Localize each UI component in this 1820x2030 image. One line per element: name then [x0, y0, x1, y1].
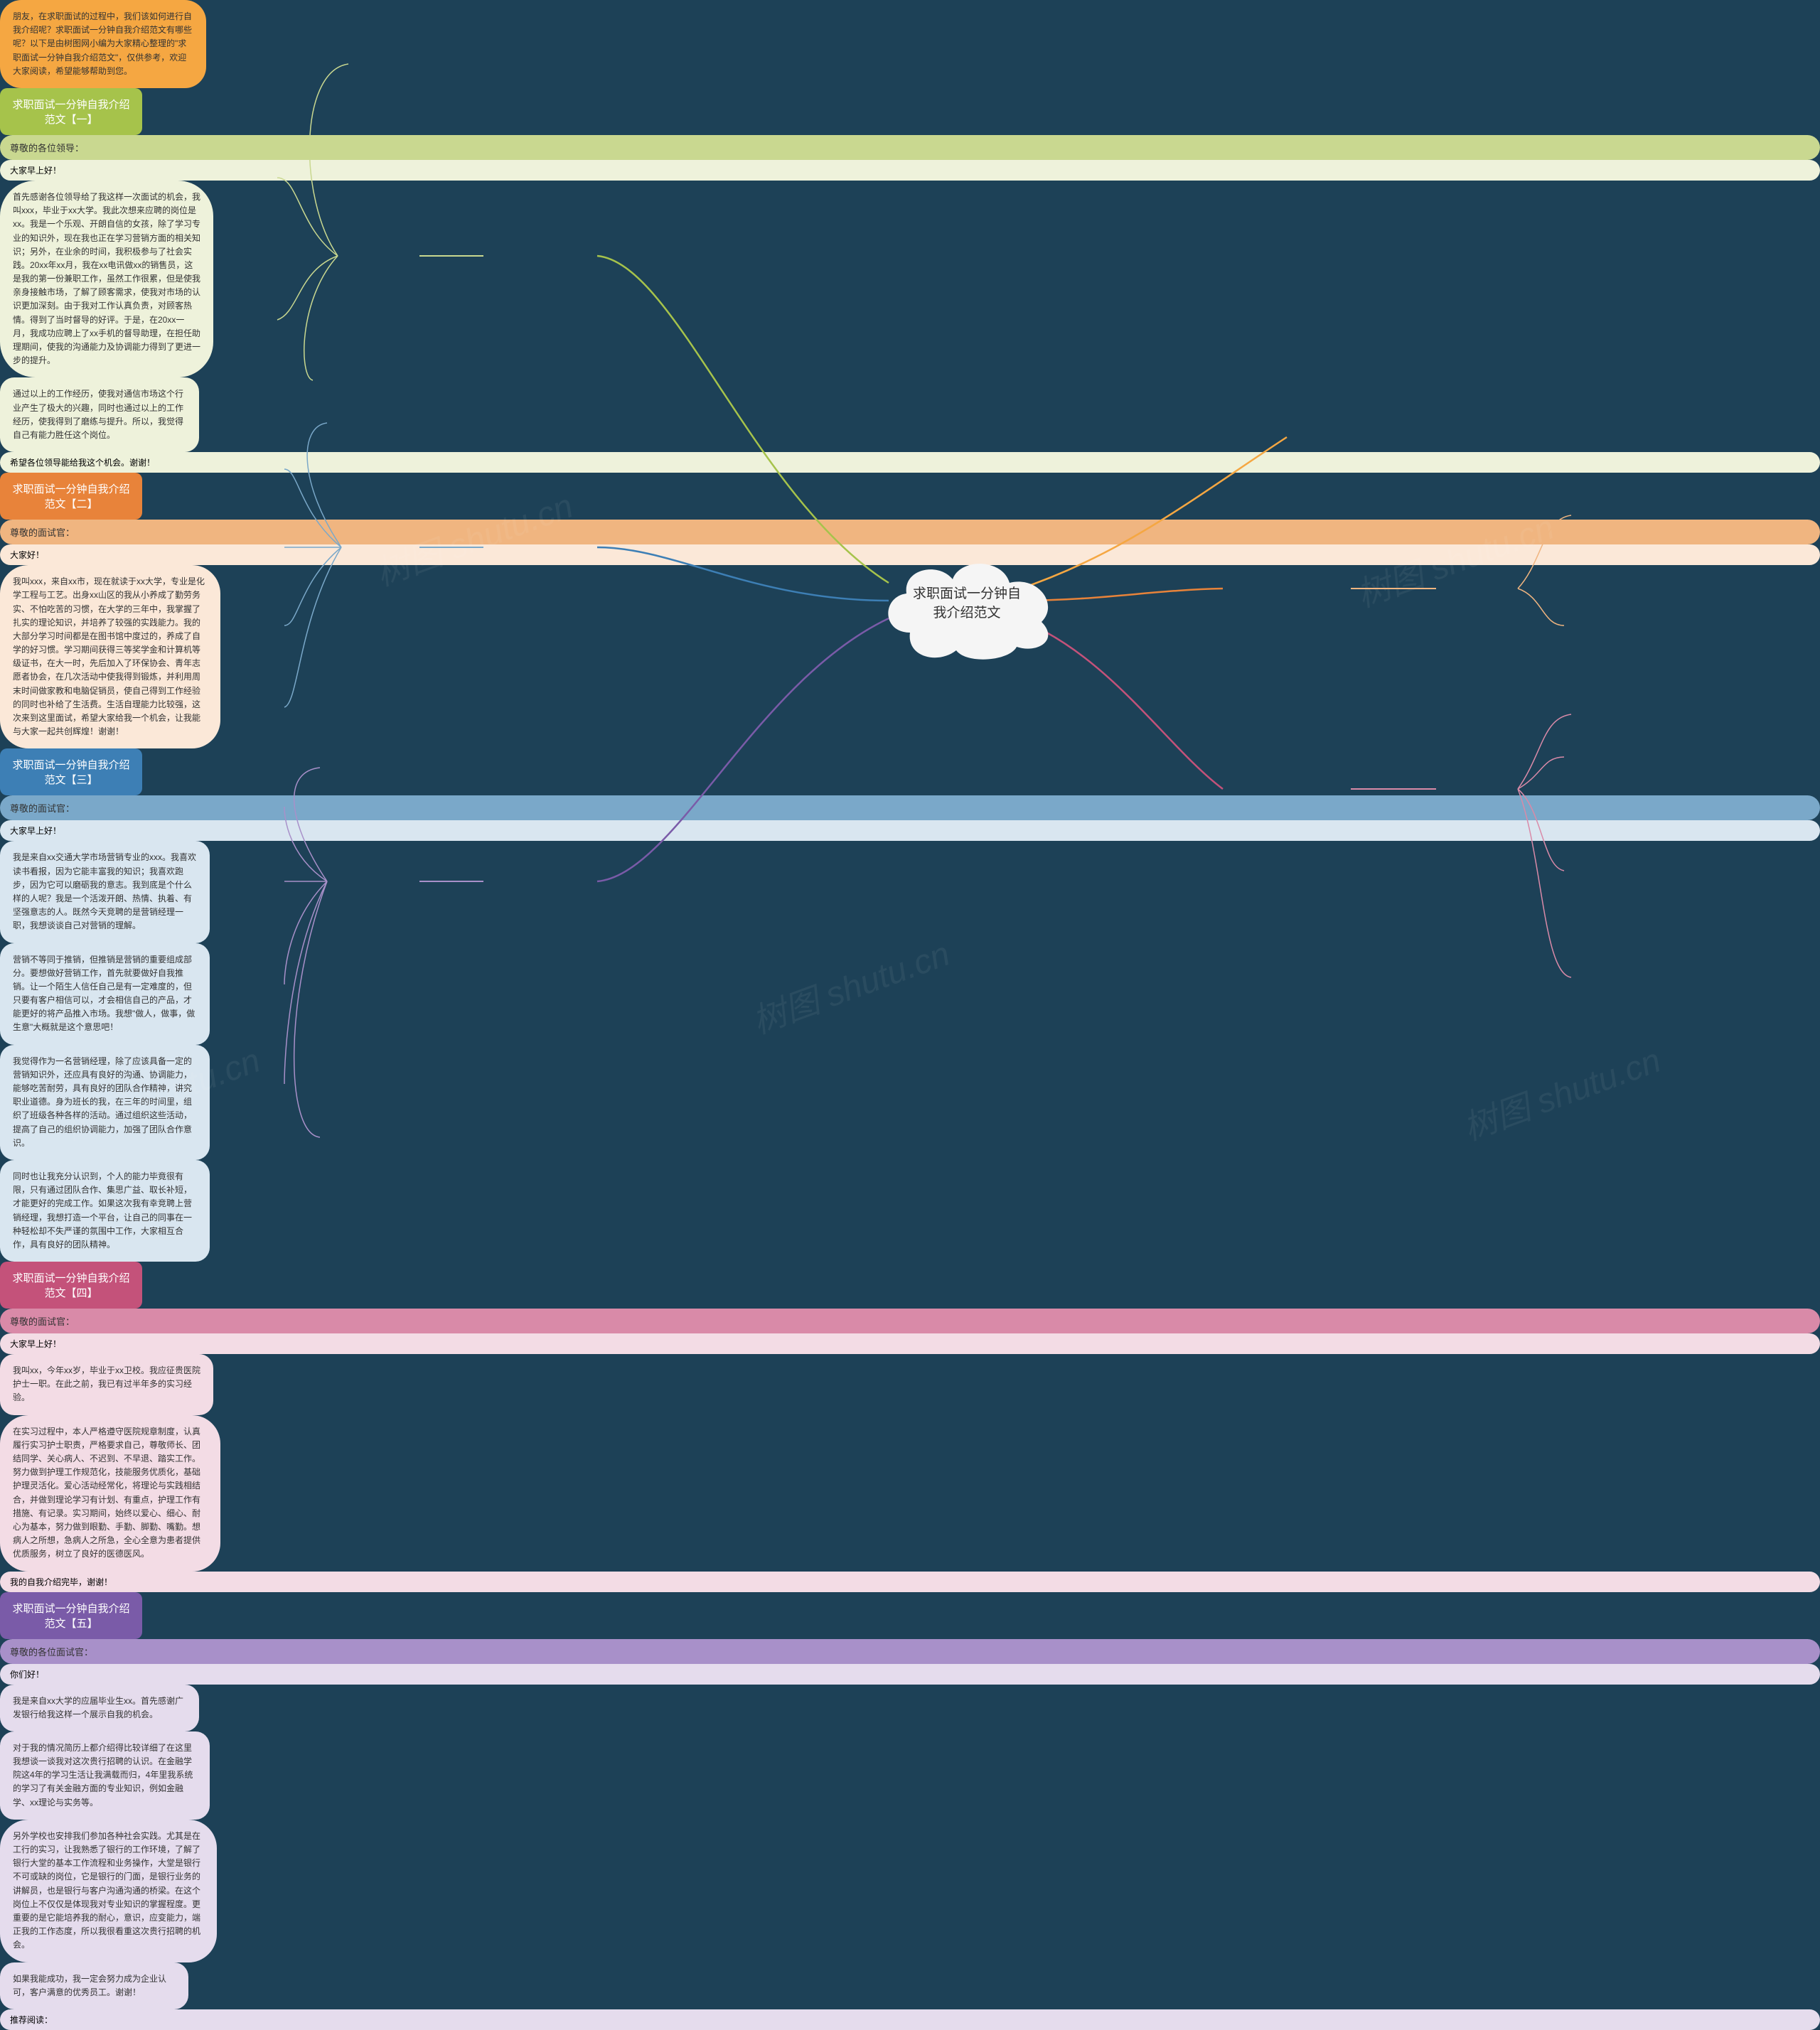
- b3-leaf-0: 大家早上好！: [0, 820, 1820, 841]
- b1-leaf-3: 希望各位领导能给我这个机会。谢谢！: [0, 452, 1820, 473]
- b3-leaf-1: 我是来自xx交通大学市场营销专业的xxx。我喜欢读书看报，因为它能丰富我的知识；…: [0, 841, 210, 942]
- center-node: 求职面试一分钟自我介绍范文: [889, 558, 1045, 650]
- b1-leaf-2: 通过以上的工作经历，使我对通信市场这个行业产生了极大的兴趣，同时也通过以上的工作…: [0, 377, 199, 452]
- b4-leaf-2: 在实习过程中，本人严格遵守医院规章制度，认真履行实习护士职责，严格要求自己，尊敬…: [0, 1415, 220, 1572]
- b5-leaf-0: 你们好！: [0, 1664, 1820, 1685]
- b4-leaf-0: 大家早上好！: [0, 1333, 1820, 1354]
- b5-leaf-1: 我是来自xx大学的应届毕业生xx。首先感谢广发银行给我这样一个展示自我的机会。: [0, 1685, 199, 1731]
- b3-leaf-2: 营销不等同于推销，但推销是营销的重要组成部分。要想做好营销工作，首先就要做好自我…: [0, 943, 210, 1045]
- branch-1-sublabel: 尊敬的各位领导：: [0, 135, 1820, 160]
- b2-leaf-1: 我叫xxx，来自xx市，现在就读于xx大学，专业是化学工程与工艺。出身xx山区的…: [0, 565, 220, 748]
- watermark: 树图 shutu.cn: [1455, 1032, 1666, 1149]
- branch-2-title: 求职面试一分钟自我介绍范文【二】: [0, 473, 142, 520]
- branch-4-sublabel: 尊敬的面试官：: [0, 1309, 1820, 1333]
- b5-leaf-2: 对于我的情况简历上都介绍得比较详细了在这里我想谈一谈我对这次贵行招聘的认识。在金…: [0, 1731, 210, 1820]
- center-title: 求职面试一分钟自我介绍范文: [906, 585, 1027, 623]
- b5-leaf-3: 另外学校也安排我们参加各种社会实践。尤其是在工行的实习，让我熟悉了银行的工作环境…: [0, 1820, 217, 1962]
- branch-5-title: 求职面试一分钟自我介绍范文【五】: [0, 1592, 142, 1639]
- b1-leaf-1: 首先感谢各位领导给了我这样一次面试的机会，我叫xxx，毕业于xx大学。我此次想来…: [0, 181, 213, 377]
- branch-1-title: 求职面试一分钟自我介绍范文【一】: [0, 88, 142, 135]
- b1-leaf-0: 大家早上好！: [0, 160, 1820, 181]
- watermark: 树图 shutu.cn: [744, 925, 956, 1043]
- branch-3-title: 求职面试一分钟自我介绍范文【三】: [0, 748, 142, 795]
- b4-leaf-1: 我叫xx，今年xx岁，毕业于xx卫校。我应征贵医院护士一职。在此之前，我已有过半…: [0, 1354, 213, 1415]
- b5-leaf-4: 如果我能成功，我一定会努力成为企业认可，客户满意的优秀员工。谢谢！: [0, 1962, 188, 2009]
- b5-leaf-5: 推荐阅读：: [0, 2009, 1820, 2030]
- b4-leaf-3: 我的自我介绍完毕，谢谢！: [0, 1572, 1820, 1592]
- branch-3-sublabel: 尊敬的面试官：: [0, 795, 1820, 820]
- b3-leaf-4: 同时也让我充分认识到，个人的能力毕竟很有限，只有通过团队合作、集思广益、取长补短…: [0, 1160, 210, 1262]
- branch-4-title: 求职面试一分钟自我介绍范文【四】: [0, 1262, 142, 1309]
- branch-5-sublabel: 尊敬的各位面试官：: [0, 1639, 1820, 1664]
- intro-bubble: 朋友，在求职面试的过程中，我们该如何进行自我介绍呢？求职面试一分钟自我介绍范文有…: [0, 0, 206, 88]
- b3-leaf-3: 我觉得作为一名营销经理，除了应该具备一定的营销知识外，还应具有良好的沟通、协调能…: [0, 1045, 210, 1160]
